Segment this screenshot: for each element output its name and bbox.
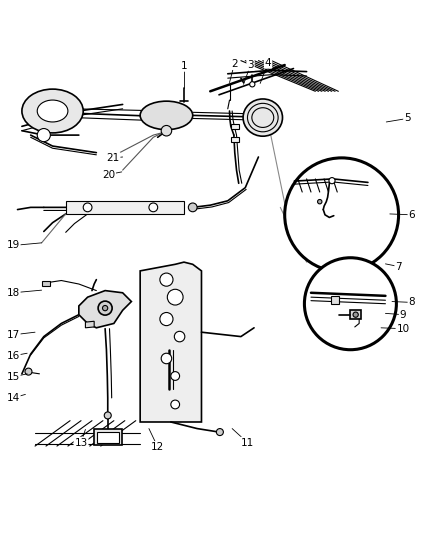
Polygon shape	[79, 290, 131, 328]
Text: 10: 10	[396, 324, 410, 334]
Polygon shape	[350, 310, 361, 319]
Polygon shape	[85, 321, 94, 328]
Polygon shape	[140, 262, 201, 422]
Text: 11: 11	[241, 438, 254, 448]
Circle shape	[188, 203, 197, 212]
Circle shape	[167, 289, 183, 305]
Text: 17: 17	[7, 330, 20, 340]
Polygon shape	[66, 201, 184, 214]
Polygon shape	[94, 430, 122, 445]
Circle shape	[161, 353, 172, 364]
Text: 7: 7	[395, 262, 402, 271]
Circle shape	[161, 125, 172, 136]
Text: 3: 3	[247, 60, 254, 70]
Circle shape	[250, 82, 255, 87]
Text: 4: 4	[265, 58, 272, 68]
Text: 15: 15	[7, 372, 20, 382]
Circle shape	[102, 305, 108, 311]
Circle shape	[98, 301, 112, 315]
Text: 14: 14	[7, 393, 20, 403]
Bar	[231, 137, 239, 142]
Text: 13: 13	[74, 438, 88, 448]
Circle shape	[285, 158, 399, 272]
Text: 8: 8	[408, 297, 415, 308]
Circle shape	[171, 372, 180, 381]
Ellipse shape	[243, 99, 283, 136]
Polygon shape	[97, 432, 119, 443]
Circle shape	[174, 332, 185, 342]
Circle shape	[171, 400, 180, 409]
Text: 16: 16	[7, 351, 20, 361]
Circle shape	[216, 429, 223, 435]
Polygon shape	[331, 296, 339, 304]
Text: 2: 2	[231, 59, 238, 69]
Circle shape	[37, 128, 50, 142]
Ellipse shape	[22, 89, 83, 133]
Ellipse shape	[140, 101, 193, 130]
Text: 5: 5	[404, 114, 411, 124]
Circle shape	[304, 258, 396, 350]
Text: 20: 20	[102, 169, 115, 180]
Circle shape	[160, 273, 173, 286]
Text: 1: 1	[180, 61, 187, 71]
Circle shape	[318, 199, 322, 204]
Text: 12: 12	[151, 442, 164, 452]
Text: 19: 19	[7, 240, 20, 251]
Circle shape	[353, 312, 358, 317]
Circle shape	[25, 368, 32, 375]
Text: 9: 9	[399, 310, 406, 320]
Polygon shape	[42, 280, 50, 286]
Circle shape	[160, 312, 173, 326]
Ellipse shape	[37, 100, 68, 122]
Text: 21: 21	[106, 153, 120, 163]
Text: 6: 6	[408, 210, 415, 220]
Circle shape	[104, 412, 111, 419]
Circle shape	[329, 177, 335, 184]
Circle shape	[149, 203, 158, 212]
Circle shape	[83, 203, 92, 212]
Bar	[231, 124, 239, 129]
Text: 18: 18	[7, 288, 20, 298]
